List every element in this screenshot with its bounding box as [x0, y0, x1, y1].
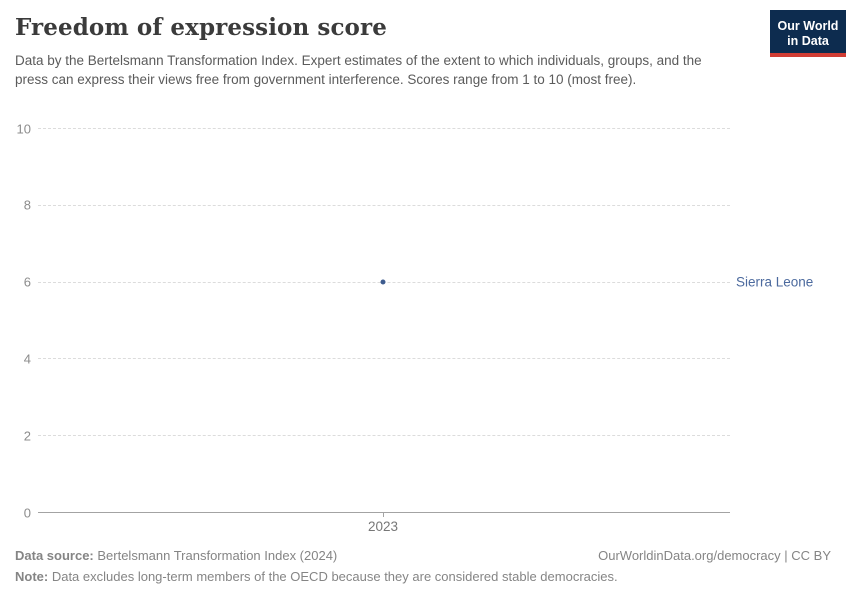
footer-license-link[interactable]: OurWorldinData.org/democracy | CC BY — [598, 548, 831, 563]
footer-data-source: Data source: Bertelsmann Transformation … — [15, 548, 337, 563]
owid-logo-accent-bar — [770, 53, 846, 57]
y-axis-tick-label: 10 — [16, 121, 31, 136]
gridline — [38, 204, 730, 206]
footer-source-line: Data source: Bertelsmann Transformation … — [15, 548, 831, 563]
owid-logo-line1: Our World — [777, 18, 839, 33]
y-axis-tick-label: 6 — [23, 274, 31, 290]
owid-logo-line2: in Data — [787, 33, 829, 48]
data-point[interactable] — [380, 279, 386, 285]
owid-logo[interactable]: Our World in Data — [770, 10, 846, 57]
entity-label[interactable]: Sierra Leone — [736, 274, 814, 290]
y-axis-tick-label: 0 — [23, 505, 31, 520]
gridline — [38, 358, 730, 360]
chart-title: Freedom of expression score — [15, 14, 387, 41]
x-axis-tick-label: 2023 — [367, 519, 399, 534]
footer-note-line: Note: Data excludes long-term members of… — [15, 569, 831, 584]
footer-data-source-label: Data source: — [15, 548, 94, 563]
x-axis-tick — [383, 512, 384, 517]
gridline — [38, 435, 730, 437]
y-axis-tick-label: 4 — [23, 351, 31, 367]
footer-data-source-text: Bertelsmann Transformation Index (2024) — [93, 548, 338, 563]
y-axis-tick-label: 2 — [23, 428, 31, 444]
footer-note-label: Note: — [15, 569, 49, 584]
footer-note-text: Data excludes long-term members of the O… — [48, 569, 618, 584]
y-axis-tick-label: 8 — [23, 197, 31, 213]
gridline — [38, 128, 730, 129]
x-axis-line — [38, 512, 730, 513]
chart-subtitle: Data by the Bertelsmann Transformation I… — [15, 53, 702, 87]
